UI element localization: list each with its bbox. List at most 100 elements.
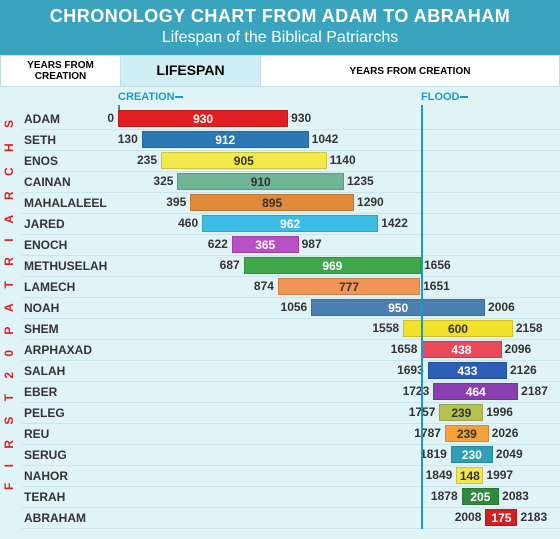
start-year: 395 xyxy=(166,195,186,209)
lifespan-bar: 464 xyxy=(433,383,518,400)
end-year: 1290 xyxy=(357,195,384,209)
patriarch-row: MAHALALEEL3958951290 xyxy=(22,193,560,214)
start-year: 1819 xyxy=(420,447,447,461)
lifespan-bar: 969 xyxy=(244,257,421,274)
flood-marker: FLOOD xyxy=(421,91,468,103)
patriarch-row: JARED 460 9621422 xyxy=(22,214,560,235)
patriarch-name: ENOS xyxy=(22,154,118,168)
patriarch-row: ABRAHAM20081752183 xyxy=(22,508,560,529)
start-year: 2008 xyxy=(455,510,482,524)
lifespan-bar: 239 xyxy=(439,404,483,421)
patriarch-name: ADAM xyxy=(22,112,118,126)
start-year: 1723 xyxy=(403,384,430,398)
lifespan-bar: 205 xyxy=(462,488,500,505)
patriarch-row: SHEM15586002158 xyxy=(22,319,560,340)
patriarch-name: NOAH xyxy=(22,301,118,315)
end-year: 2183 xyxy=(520,510,547,524)
end-year: 1235 xyxy=(347,174,374,188)
patriarch-row: SETH1309121042 xyxy=(22,130,560,151)
end-year: 2049 xyxy=(496,447,523,461)
start-year: 460 xyxy=(178,216,198,230)
patriarch-row: ARPHAXAD 1658438 2096 xyxy=(22,340,560,361)
end-year: 2187 xyxy=(521,384,548,398)
bar-area: 460 9621422 xyxy=(118,215,560,233)
lifespan-bar: 777 xyxy=(278,278,420,295)
patriarch-row: PELEG17572391996 xyxy=(22,403,560,424)
lifespan-bar: 950 xyxy=(311,299,485,316)
patriarch-name: MAHALALEEL xyxy=(22,196,118,210)
patriarch-name: METHUSELAH xyxy=(22,259,118,273)
bar-area: 8747771651 xyxy=(118,278,560,296)
flood-line xyxy=(421,105,423,529)
patriarch-name: SETH xyxy=(22,133,118,147)
lifespan-bar: 930 xyxy=(118,110,288,127)
patriarch-row: NOAH10569502006 xyxy=(22,298,560,319)
end-year: 1042 xyxy=(312,132,339,146)
start-year: 130 xyxy=(118,132,138,146)
legend-row: YEARS FROM CREATION LIFESPAN YEARS FROM … xyxy=(0,55,560,87)
lifespan-bar: 438 xyxy=(421,341,501,358)
lifespan-bar: 230 xyxy=(451,446,493,463)
patriarch-row: LAMECH8747771651 xyxy=(22,277,560,298)
bar-area: 6879691656 xyxy=(118,257,560,275)
creation-label: CREATION xyxy=(118,91,175,103)
patriarch-row: REU17872392026 xyxy=(22,424,560,445)
bar-area: 622365987 xyxy=(118,236,560,254)
patriarch-row: ENOCH622365987 xyxy=(22,235,560,256)
start-year: 1787 xyxy=(414,426,441,440)
end-year: 1997 xyxy=(486,468,513,482)
bar-area: 10569502006 xyxy=(118,299,560,317)
end-year: 2096 xyxy=(505,342,532,356)
lifespan-bar: 433 xyxy=(428,362,507,379)
patriarch-name: EBER xyxy=(22,385,118,399)
start-year: 1878 xyxy=(431,489,458,503)
bar-area: 15586002158 xyxy=(118,320,560,338)
start-year: 622 xyxy=(208,237,228,251)
bar-area: 20081752183 xyxy=(118,509,560,527)
bar-area: 17872392026 xyxy=(118,425,560,443)
end-year: 1140 xyxy=(330,153,356,167)
patriarch-name: ARPHAXAD xyxy=(22,343,118,357)
bar-area: 18491481997 xyxy=(118,467,560,485)
patriarch-row: ENOS2359051140 xyxy=(22,151,560,172)
patriarch-name: SALAH xyxy=(22,364,118,378)
end-year: 2158 xyxy=(516,321,543,335)
flood-label: FLOOD xyxy=(421,91,460,103)
patriarch-row: METHUSELAH6879691656 xyxy=(22,256,560,277)
patriarch-row: ADAM0930930 xyxy=(22,109,560,130)
start-year: 325 xyxy=(153,174,173,188)
patriarch-row: NAHOR18491481997 xyxy=(22,466,560,487)
chart-header: CHRONOLOGY CHART FROM ADAM TO ABRAHAM Li… xyxy=(0,0,560,55)
start-year: 1849 xyxy=(426,468,453,482)
patriarch-name: ENOCH xyxy=(22,238,118,252)
bar-area: 17234642187 xyxy=(118,383,560,401)
patriarch-row: SALAH16934332126 xyxy=(22,361,560,382)
chart-subtitle: Lifespan of the Biblical Patriarchs xyxy=(0,29,560,47)
end-year: 2006 xyxy=(488,300,515,314)
patriarch-name: TERAH xyxy=(22,490,118,504)
start-year: 1558 xyxy=(372,321,399,335)
end-year: 1651 xyxy=(423,279,450,293)
patriarch-name: JARED xyxy=(22,217,118,231)
end-year: 930 xyxy=(291,111,311,125)
bar-area: 1819 2302049 xyxy=(118,446,560,464)
start-year: 1658 xyxy=(391,342,418,356)
timeline-markers: CREATION FLOOD xyxy=(22,91,560,109)
lifespan-bar: 910 xyxy=(177,173,344,190)
patriarch-name: ABRAHAM xyxy=(22,511,118,525)
patriarch-row: SERUG18192302049 xyxy=(22,445,560,466)
legend-mid: LIFESPAN xyxy=(121,56,261,86)
end-year: 1422 xyxy=(381,216,408,230)
end-year: 2083 xyxy=(502,489,529,503)
bar-area: 2359051140 xyxy=(118,152,560,170)
lifespan-bar: 239 xyxy=(445,425,489,442)
end-year: 1656 xyxy=(424,258,451,272)
legend-right: YEARS FROM CREATION xyxy=(261,56,559,86)
bar-area: 1658438 2096 xyxy=(118,341,560,359)
chart-body: CREATION FLOOD ADAM0930930SETH1309121042… xyxy=(22,91,560,529)
chart-title: CHRONOLOGY CHART FROM ADAM TO ABRAHAM xyxy=(0,6,560,27)
lifespan-bar: 962 xyxy=(202,215,378,232)
patriarch-name: CAINAN xyxy=(22,175,118,189)
bar-area: 17572391996 xyxy=(118,404,560,422)
patriarch-name: REU xyxy=(22,427,118,441)
